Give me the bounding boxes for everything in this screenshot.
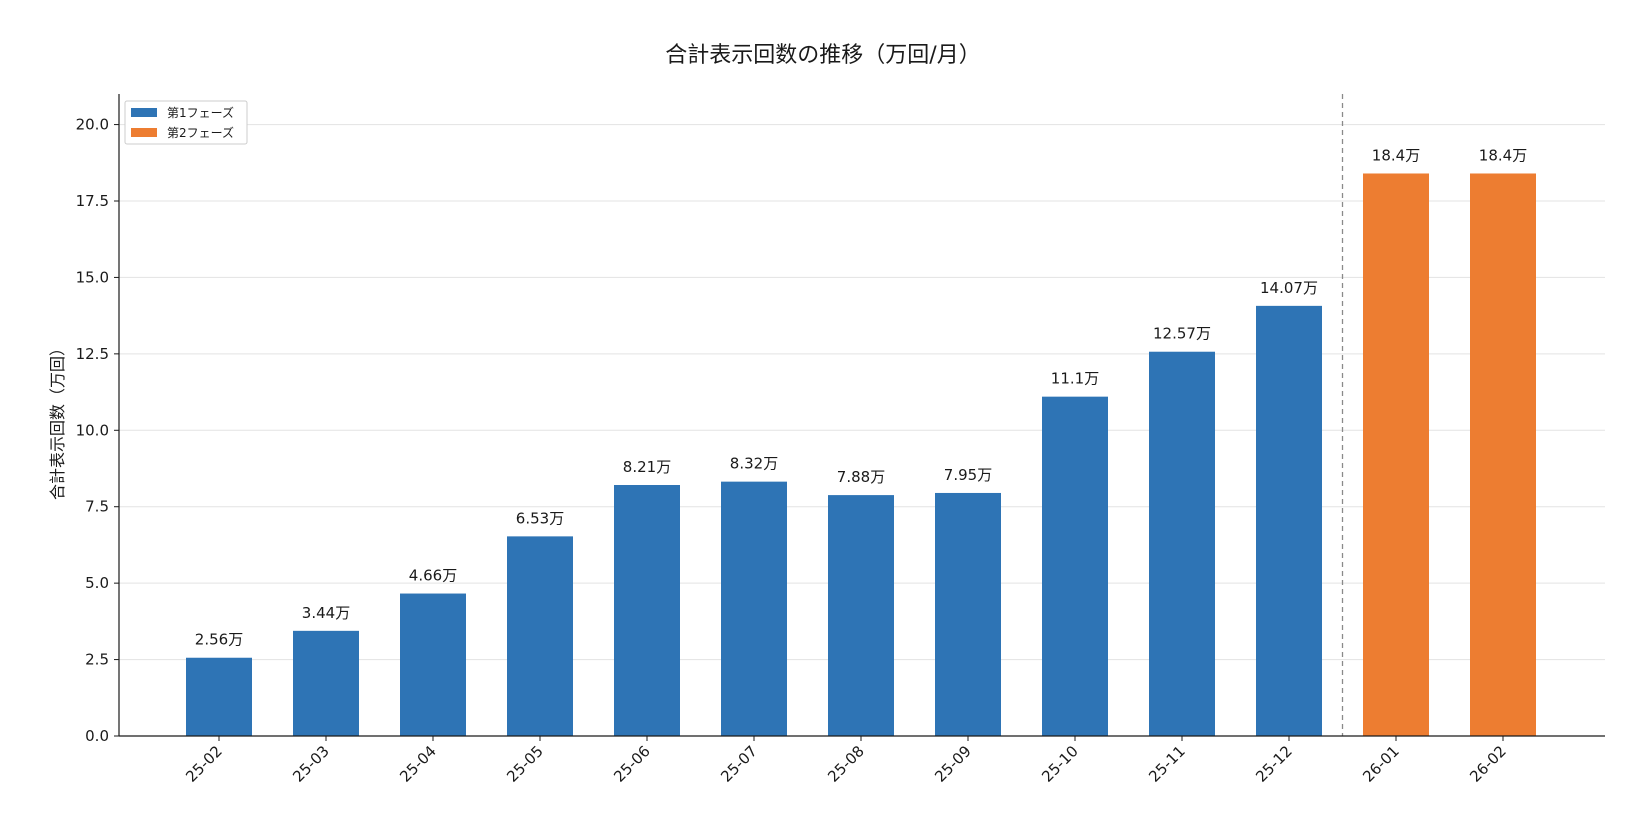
data-label: 7.88万 xyxy=(837,468,885,486)
x-tick-label: 25-05 xyxy=(503,742,547,786)
x-tick-label: 25-03 xyxy=(289,742,333,786)
data-label: 18.4万 xyxy=(1372,146,1420,164)
bar xyxy=(293,630,359,736)
x-tick-label: 25-09 xyxy=(931,742,975,786)
y-tick-label: 7.5 xyxy=(85,498,109,516)
x-tick-label: 25-08 xyxy=(824,742,868,786)
data-label: 8.21万 xyxy=(623,458,671,476)
data-label: 8.32万 xyxy=(730,455,778,473)
x-tick-label: 25-11 xyxy=(1145,742,1189,786)
bar xyxy=(828,495,894,736)
bar xyxy=(400,593,466,736)
x-tick-label: 26-02 xyxy=(1466,742,1510,786)
data-labels: 2.56万 3.44万 4.66万 6.53万 8.21万 8.32万 7.88万 7.95万… xyxy=(195,146,1527,648)
bar xyxy=(1256,305,1322,736)
x-tick-label: 25-04 xyxy=(396,742,440,786)
bar xyxy=(935,492,1001,736)
bar xyxy=(186,657,252,736)
gridlines xyxy=(119,94,1605,737)
y-axis-label: 合計表示回数（万回） xyxy=(48,340,67,500)
data-label: 2.56万 xyxy=(195,631,243,649)
y-tick-label: 15.0 xyxy=(76,268,109,286)
x-tick-label: 25-02 xyxy=(182,742,226,786)
bar xyxy=(507,536,573,736)
legend-label: 第2フェーズ xyxy=(167,125,234,140)
y-tick-label: 17.5 xyxy=(76,192,109,210)
y-tick-label: 2.5 xyxy=(85,651,109,669)
bar xyxy=(721,481,787,736)
chart-title: 合計表示回数の推移（万回/月） xyxy=(665,43,980,68)
x-tick-label: 26-01 xyxy=(1359,742,1403,786)
legend-label: 第1フェーズ xyxy=(167,105,234,120)
bar xyxy=(1149,351,1215,736)
y-tick-label: 12.5 xyxy=(76,345,109,363)
data-label: 11.1万 xyxy=(1051,370,1099,388)
data-label: 14.07万 xyxy=(1260,279,1318,297)
data-label: 4.66万 xyxy=(409,567,457,585)
y-tick-label: 5.0 xyxy=(85,574,109,592)
bar xyxy=(1042,396,1108,736)
x-tick-label: 25-06 xyxy=(610,742,654,786)
bar xyxy=(614,485,680,736)
y-tick-label: 10.0 xyxy=(76,421,109,439)
x-tick-label: 25-07 xyxy=(717,742,761,786)
bar xyxy=(1363,173,1429,736)
data-label: 18.4万 xyxy=(1479,146,1527,164)
x-tick-label: 25-12 xyxy=(1252,742,1296,786)
y-tick-label: 20.0 xyxy=(76,116,109,134)
legend-swatch xyxy=(131,108,157,117)
x-tick-label: 25-10 xyxy=(1038,742,1082,786)
data-label: 7.95万 xyxy=(944,466,992,484)
bars xyxy=(186,173,1536,736)
data-label: 12.57万 xyxy=(1153,325,1211,343)
bar xyxy=(1470,173,1536,736)
legend-swatch xyxy=(131,128,157,137)
data-label: 6.53万 xyxy=(516,509,564,527)
y-tick-label: 0.0 xyxy=(85,727,109,745)
data-label: 3.44万 xyxy=(302,604,350,622)
